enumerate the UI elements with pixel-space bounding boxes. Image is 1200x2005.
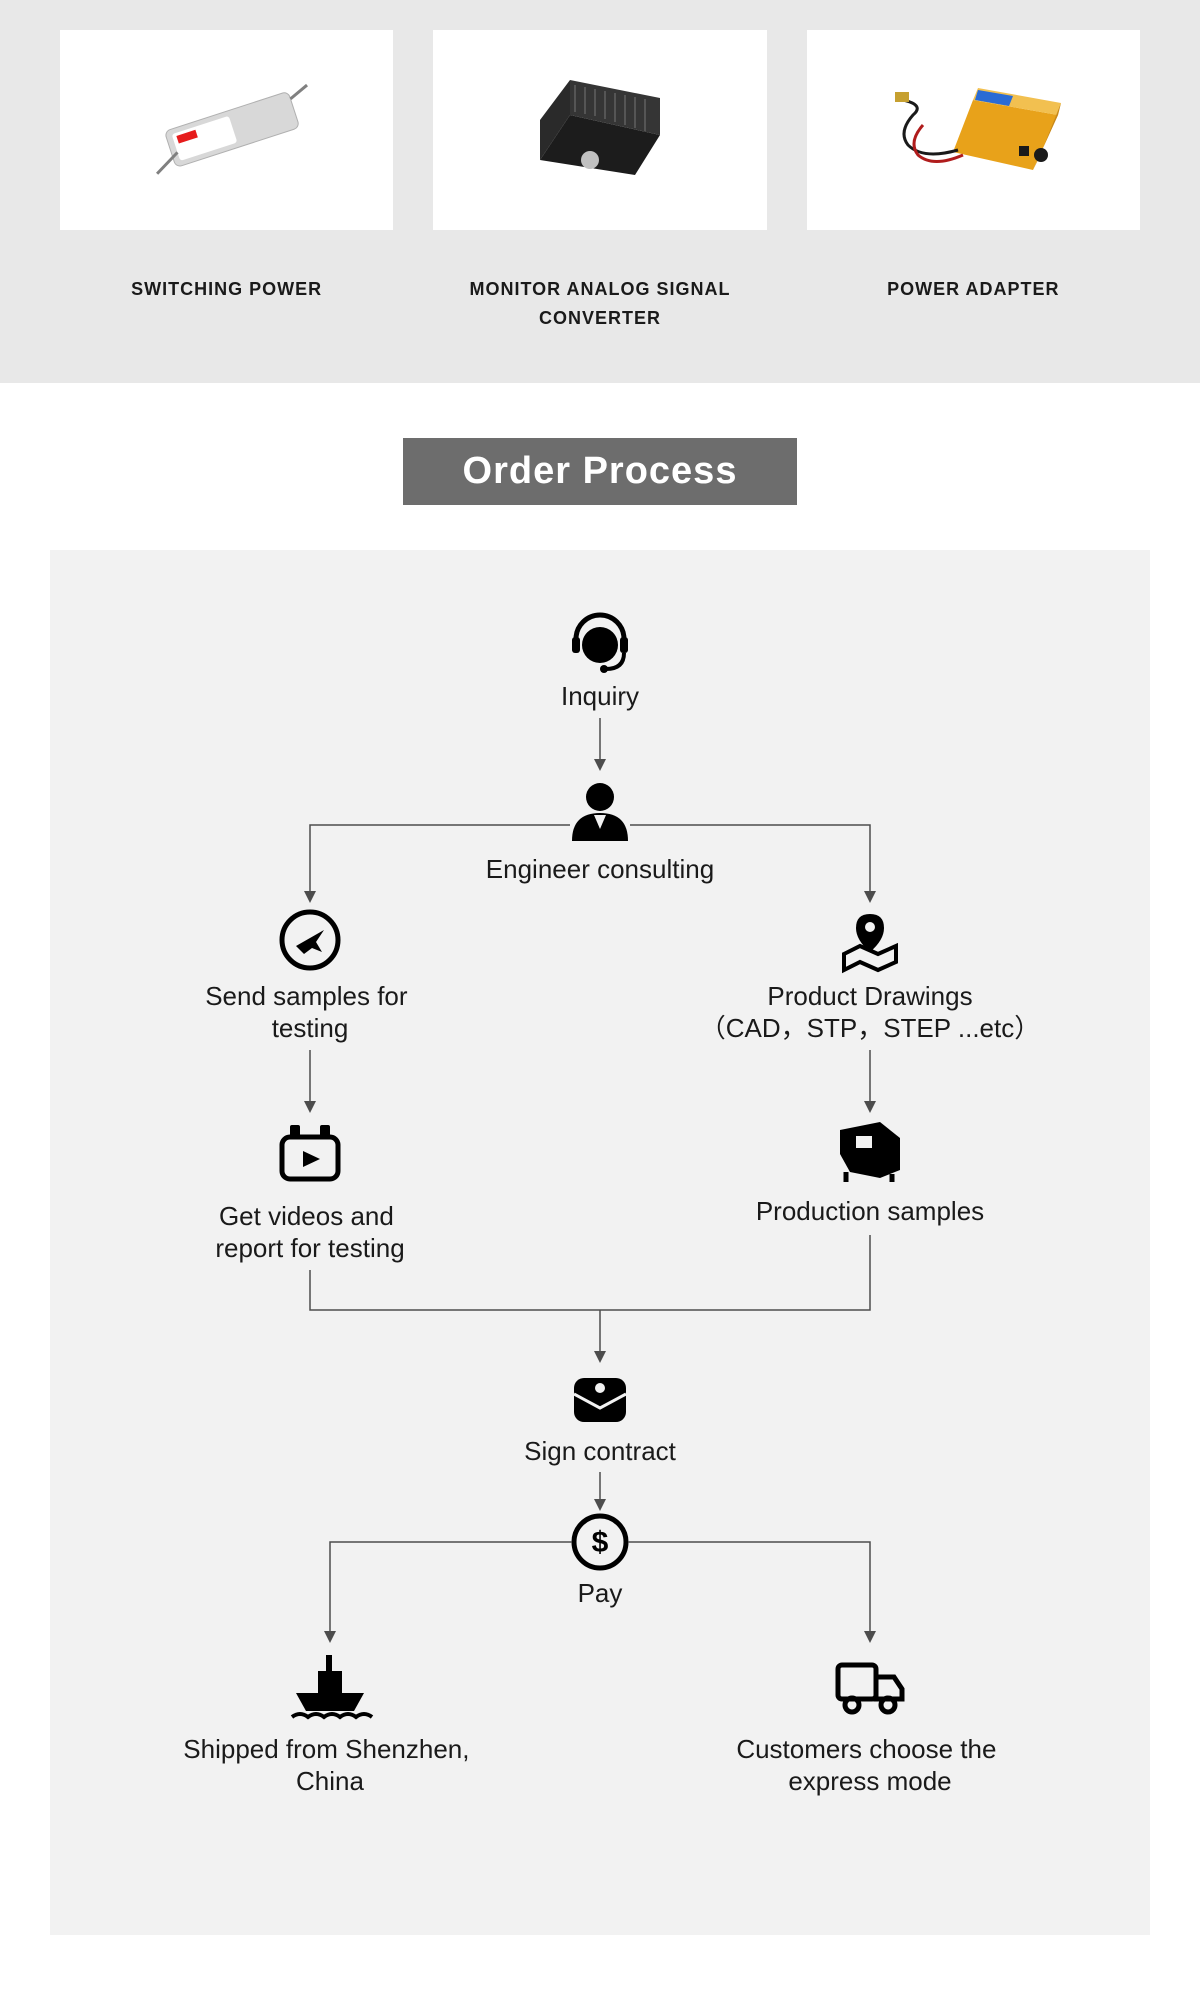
product-label: POWER ADAPTER <box>807 275 1140 304</box>
truck-icon <box>838 1665 902 1712</box>
flow-label-shipped: Shipped from Shenzhen, China <box>183 1734 476 1796</box>
product-image-signal-converter <box>433 30 766 230</box>
flow-label-pay: Pay <box>578 1578 623 1608</box>
svg-text:$: $ <box>592 1526 609 1559</box>
envelope-icon <box>574 1378 626 1422</box>
order-process-flow: Inquiry Engineer consulting Send samples… <box>50 550 1150 1935</box>
flow-label-videos: Get videos and report for testing <box>215 1201 404 1263</box>
ship-icon <box>292 1655 372 1717</box>
flow-diagram: Inquiry Engineer consulting Send samples… <box>80 590 1120 1870</box>
product-card-power-adapter: POWER ADAPTER <box>807 30 1140 333</box>
product-card-switching-power: SWITCHING POWER <box>60 30 393 333</box>
product-label: MONITOR ANALOG SIGNAL CONVERTER <box>433 275 766 333</box>
order-process-title: Order Process <box>403 438 798 505</box>
flow-label-drawings-sub: （CAD，STP，STEP ...etc） <box>700 1013 1040 1043</box>
flow-label-inquiry: Inquiry <box>561 681 639 711</box>
video-icon <box>282 1125 338 1179</box>
flow-label-engineer: Engineer consulting <box>486 854 714 884</box>
product-label: SWITCHING POWER <box>60 275 393 304</box>
flow-label-express: Customers choose the express mode <box>736 1734 1003 1796</box>
product-card-signal-converter: MONITOR ANALOG SIGNAL CONVERTER <box>433 30 766 333</box>
flow-label-contract: Sign contract <box>524 1436 677 1466</box>
map-pin-icon <box>844 914 896 970</box>
product-image-power-adapter <box>807 30 1140 230</box>
flow-label-production: Production samples <box>756 1196 984 1226</box>
flow-label-drawings: Product Drawings <box>767 981 972 1011</box>
product-image-switching-power <box>60 30 393 230</box>
headset-icon <box>572 615 628 673</box>
dollar-icon: $ <box>574 1516 626 1568</box>
order-process-title-wrap: Order Process <box>0 438 1200 505</box>
products-section: SWITCHING POWER <box>0 0 1200 383</box>
flow-label-samples-1: Send samples for testing <box>205 981 415 1043</box>
products-row: SWITCHING POWER <box>60 30 1140 333</box>
plane-icon <box>282 912 338 968</box>
person-icon <box>572 783 628 841</box>
machine-icon <box>840 1122 900 1182</box>
